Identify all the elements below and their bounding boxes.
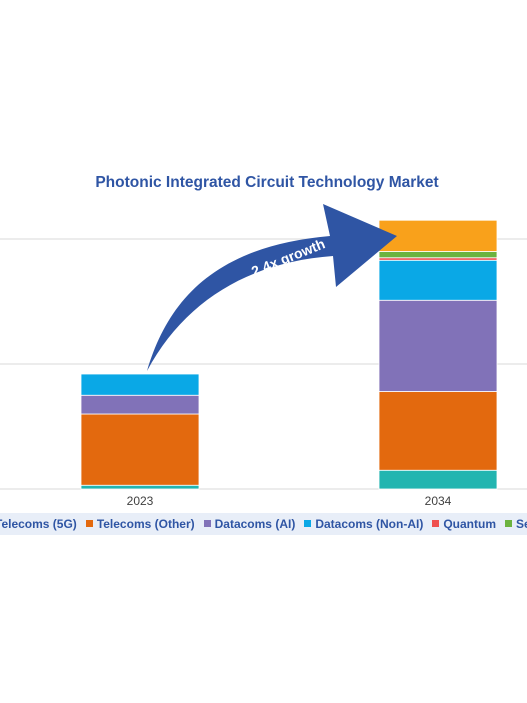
legend-item: Quantum [432,517,496,531]
chart-title: Photonic Integrated Circuit Technology M… [95,174,439,191]
legend-item: Sensors [505,517,527,531]
growth-arrow [147,204,397,371]
legend-label: Quantum [443,517,496,531]
x-tick-label: 2034 [425,494,452,508]
bar-segment [378,391,498,471]
bar-segment [378,259,498,301]
legend-swatch [432,520,440,527]
bar-segment [80,413,200,486]
legend-item: Telecoms (Other) [85,517,195,531]
legend-track: Telecoms (5G) Telecoms (Other) Datacoms (A… [0,517,527,531]
bar-segment [80,484,200,490]
legend-item: Telecoms (5G) [0,517,77,531]
legend-swatch [85,520,93,527]
legend-label: Telecoms (5G) [0,517,77,531]
legend-label: Sensors [516,517,527,531]
legend-swatch [304,520,312,527]
legend-item: Datacoms (AI) [203,517,296,531]
legend-label: Telecoms (Other) [96,517,195,531]
bar-segment [378,299,498,392]
bar-segment [378,469,498,490]
legend-swatch [505,520,512,527]
bar-segment [80,394,200,415]
legend: Telecoms (5G) Telecoms (Other) Datacoms (A… [0,513,527,535]
legend-item: Datacoms (Non-AI) [304,517,423,531]
legend-label: Datacoms (Non-AI) [315,517,424,531]
legend-swatch [203,520,211,527]
bar-segment [378,251,498,259]
bar-segment [80,373,200,396]
bar-segment [378,219,498,252]
x-tick-label: 2023 [127,494,154,508]
legend-label: Datacoms (AI) [214,517,296,531]
